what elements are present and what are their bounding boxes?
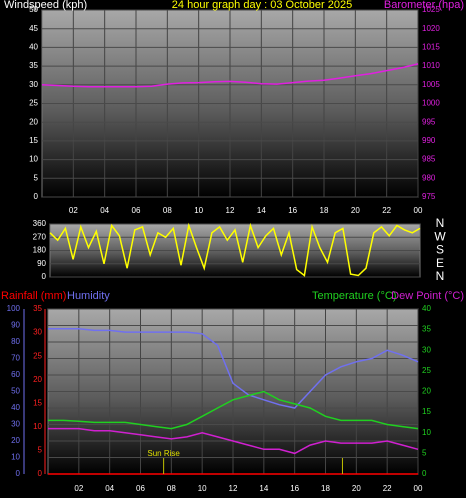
x-tick-label: 12: [226, 206, 235, 215]
tick-label: 20: [422, 387, 431, 396]
tick-label: 30: [422, 345, 431, 354]
series-line: [48, 390, 419, 430]
x-tick-label: 10: [194, 206, 203, 215]
tick-label: 30: [11, 420, 20, 429]
tick-label: 40: [422, 304, 431, 313]
series-line: [48, 427, 419, 455]
x-tick-label: 04: [100, 206, 109, 215]
annotation: Sun Rise: [147, 449, 180, 458]
x-tick-label: 04: [105, 484, 114, 493]
series-label: Temperature (°C): [312, 290, 396, 302]
series-label: Barometer (hpa): [384, 0, 464, 11]
chart-title: 24 hour graph day : 03 October 2025: [172, 0, 352, 11]
tick-label: 100: [7, 304, 21, 313]
x-tick-label: 08: [163, 206, 172, 215]
x-tick-label: 00: [414, 206, 423, 215]
x-tick-label: 12: [229, 484, 238, 493]
tick-label: N: [436, 216, 445, 230]
tick-label: 15: [29, 136, 38, 145]
series-line: [48, 328, 419, 409]
tick-label: 5: [34, 173, 39, 182]
tick-label: 985: [422, 155, 436, 164]
tick-label: 20: [33, 375, 42, 384]
tick-label: 35: [33, 304, 42, 313]
tick-label: 20: [11, 436, 20, 445]
x-tick-label: 02: [74, 484, 83, 493]
tick-label: 90: [11, 321, 20, 330]
series-label: Humidity: [67, 290, 110, 302]
tick-label: 990: [422, 136, 436, 145]
tick-label: 1020: [422, 24, 440, 33]
tick-label: 5: [422, 448, 427, 457]
x-tick-label: 18: [320, 206, 329, 215]
x-tick-label: 02: [69, 206, 78, 215]
tick-label: 10: [33, 422, 42, 431]
tick-label: 0: [38, 469, 43, 478]
tick-label: 35: [29, 61, 38, 70]
x-tick-label: 08: [167, 484, 176, 493]
x-tick-label: 22: [383, 484, 392, 493]
tick-label: 360: [33, 219, 47, 228]
tick-label: 1010: [422, 61, 440, 70]
tick-label: 25: [33, 351, 42, 360]
tick-label: 25: [422, 366, 431, 375]
x-tick-label: 06: [132, 206, 141, 215]
tick-label: 35: [422, 325, 431, 334]
tick-label: 80: [11, 337, 20, 346]
tick-label: 60: [11, 370, 20, 379]
tick-label: 0: [34, 192, 39, 201]
series-line: [41, 63, 419, 88]
x-tick-label: 20: [352, 484, 361, 493]
tick-label: 270: [33, 232, 47, 241]
tick-label: 45: [29, 24, 38, 33]
tick-label: 10: [29, 155, 38, 164]
tick-label: 25: [29, 99, 38, 108]
tick-label: 975: [422, 192, 436, 201]
x-tick-label: 00: [414, 484, 423, 493]
tick-label: 1015: [422, 43, 440, 52]
tick-label: E: [436, 256, 444, 270]
x-tick-label: 06: [136, 484, 145, 493]
x-tick-label: 16: [290, 484, 299, 493]
tick-label: 180: [33, 246, 47, 255]
tick-label: 1005: [422, 80, 440, 89]
tick-label: 0: [42, 272, 47, 281]
tick-label: 50: [29, 5, 38, 14]
tick-label: 5: [38, 446, 43, 455]
tick-label: 20: [29, 117, 38, 126]
x-tick-label: 14: [257, 206, 266, 215]
x-tick-label: 20: [351, 206, 360, 215]
tick-label: 15: [33, 398, 42, 407]
x-tick-label: 22: [382, 206, 391, 215]
tick-label: 40: [11, 403, 20, 412]
x-tick-label: 18: [321, 484, 330, 493]
series-label: Dew Point (°C): [391, 290, 464, 302]
tick-label: S: [436, 243, 444, 257]
tick-label: 980: [422, 173, 436, 182]
tick-label: 50: [11, 387, 20, 396]
tick-label: 30: [33, 328, 42, 337]
tick-label: 10: [11, 453, 20, 462]
tick-label: 90: [37, 259, 46, 268]
tick-label: 30: [29, 80, 38, 89]
tick-label: 10: [422, 428, 431, 437]
tick-label: 995: [422, 117, 436, 126]
tick-label: 40: [29, 43, 38, 52]
tick-label: 70: [11, 354, 20, 363]
tick-label: 1000: [422, 99, 440, 108]
tick-label: 0: [422, 469, 427, 478]
x-tick-label: 14: [259, 484, 268, 493]
y-axis-label: Windspeed (kph): [4, 0, 87, 11]
tick-label: N: [436, 269, 445, 283]
tick-label: 1025: [422, 5, 440, 14]
x-tick-label: 16: [288, 206, 297, 215]
tick-label: 0: [16, 469, 21, 478]
series-label: Rainfall (mm): [1, 290, 66, 302]
tick-label: 15: [422, 407, 431, 416]
x-tick-label: 10: [198, 484, 207, 493]
tick-label: W: [434, 229, 446, 243]
series-line: [49, 222, 421, 277]
